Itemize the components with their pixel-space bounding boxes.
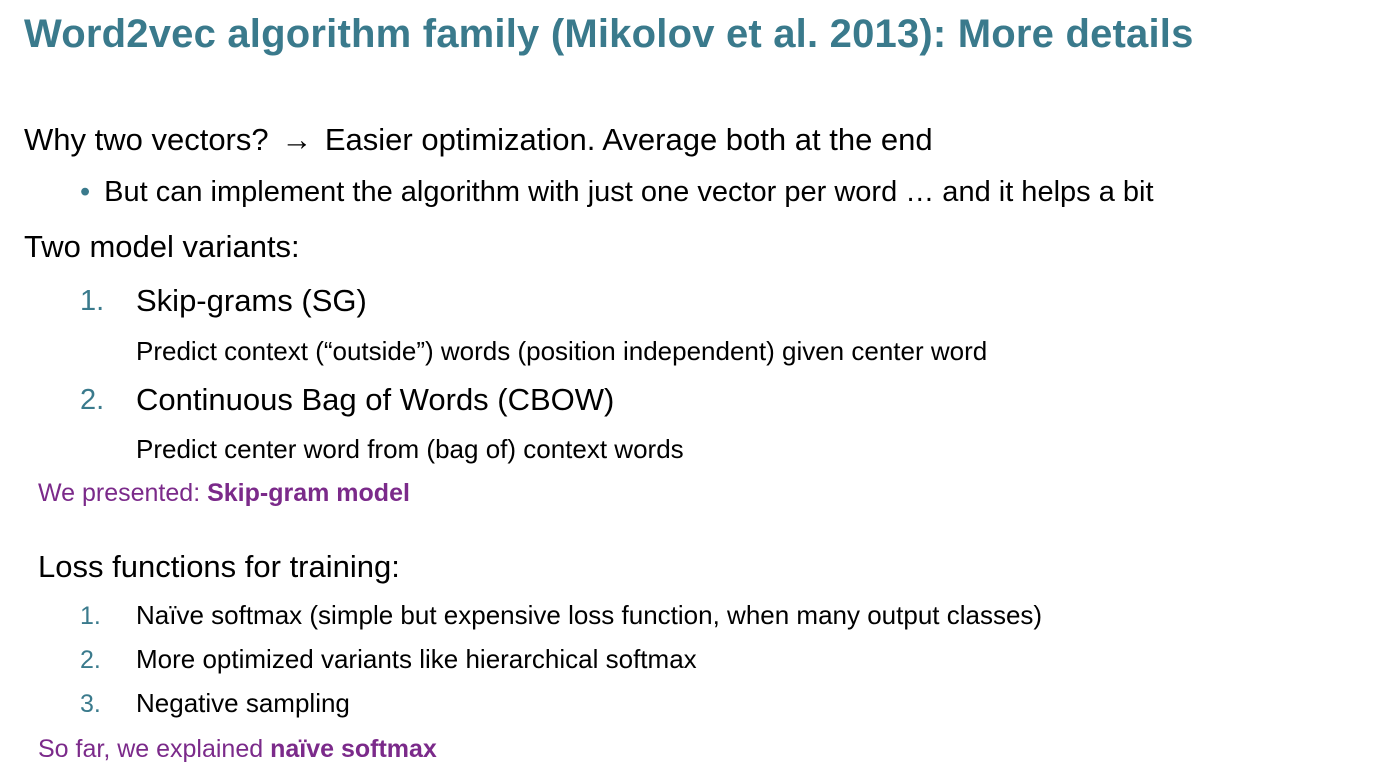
explained-note: So far, we explained naïve softmax bbox=[38, 735, 437, 764]
variant-number: 1. bbox=[80, 285, 105, 317]
loss-item: More optimized variants like hierarchica… bbox=[136, 644, 697, 674]
variant-name: Skip-grams (SG) bbox=[136, 283, 367, 318]
loss-number: 1. bbox=[80, 602, 101, 630]
bullet-dot-icon: • bbox=[80, 176, 91, 208]
variant-number: 2. bbox=[80, 384, 105, 416]
bullet-text: But can implement the algorithm with jus… bbox=[104, 176, 1154, 208]
loss-item: Negative sampling bbox=[136, 688, 350, 718]
presented-note: We presented: Skip-gram model bbox=[38, 479, 410, 508]
explained-emphasis: naïve softmax bbox=[270, 735, 437, 763]
variant-description: Predict context (“outside”) words (posit… bbox=[136, 336, 988, 366]
why-rest: Easier optimization. Average both at the… bbox=[324, 122, 933, 157]
explained-prefix: So far, we explained bbox=[38, 735, 271, 763]
variants-heading: Two model variants: bbox=[24, 229, 300, 264]
why-lead: Why two vectors? bbox=[24, 122, 269, 157]
loss-item: Naïve softmax (simple but expensive loss… bbox=[136, 600, 1043, 630]
right-arrow-icon: → bbox=[281, 122, 313, 157]
variant-description: Predict center word from (bag of) contex… bbox=[136, 434, 684, 464]
variant-name: Continuous Bag of Words (CBOW) bbox=[136, 382, 615, 417]
loss-number: 2. bbox=[80, 646, 101, 674]
presented-emphasis: Skip-gram model bbox=[207, 479, 410, 507]
slide-title: Word2vec algorithm family (Mikolov et al… bbox=[24, 12, 1194, 56]
loss-heading: Loss functions for training: bbox=[38, 549, 400, 584]
presented-prefix: We presented: bbox=[38, 479, 208, 507]
loss-number: 3. bbox=[80, 690, 101, 718]
bullet-item: • But can implement the algorithm with ju… bbox=[80, 176, 1154, 209]
why-two-vectors-line: Why two vectors? → Easier optimization. … bbox=[24, 122, 933, 158]
